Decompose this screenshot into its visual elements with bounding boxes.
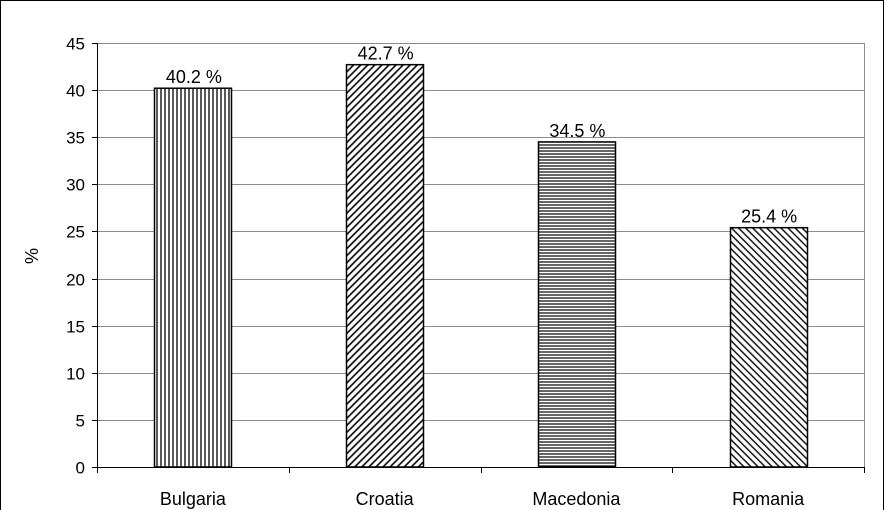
bar-macedonia [537, 141, 617, 468]
y-tick-label: 25 [66, 223, 85, 242]
y-tick-label: 35 [66, 129, 85, 148]
data-label-croatia: 42.7 % [358, 44, 414, 64]
bar-croatia [345, 63, 425, 468]
y-axis-title: % [22, 248, 42, 264]
y-tick-label: 20 [66, 271, 85, 290]
bar-bulgaria [153, 87, 233, 468]
bar-romania [729, 226, 809, 468]
data-label-romania: 25.4 % [741, 207, 797, 227]
y-tick-label: 0 [76, 459, 85, 478]
data-label-macedonia: 34.5 % [549, 121, 605, 141]
data-label-bulgaria: 40.2 % [166, 67, 222, 87]
x-tick-label-bulgaria: Bulgaria [160, 489, 227, 509]
data-labels: 40.2 % 42.7 % 34.5 % 25.4 % [166, 44, 797, 227]
y-tick-label: 40 [66, 82, 85, 101]
y-tick-label: 15 [66, 318, 85, 337]
bars [153, 63, 809, 468]
x-tick-label-macedonia: Macedonia [532, 489, 621, 509]
y-tick-label: 5 [76, 412, 85, 431]
x-tick-label-croatia: Croatia [356, 489, 415, 509]
y-tick-label: 10 [66, 365, 85, 384]
y-tick-label: 45 [66, 35, 85, 54]
y-axis-ticks: 0 5 10 15 20 25 30 35 40 45 [66, 35, 97, 478]
x-axis-labels: Bulgaria Croatia Macedonia Romania [160, 467, 865, 509]
y-tick-label: 30 [66, 176, 85, 195]
x-tick-label-romania: Romania [732, 489, 805, 509]
